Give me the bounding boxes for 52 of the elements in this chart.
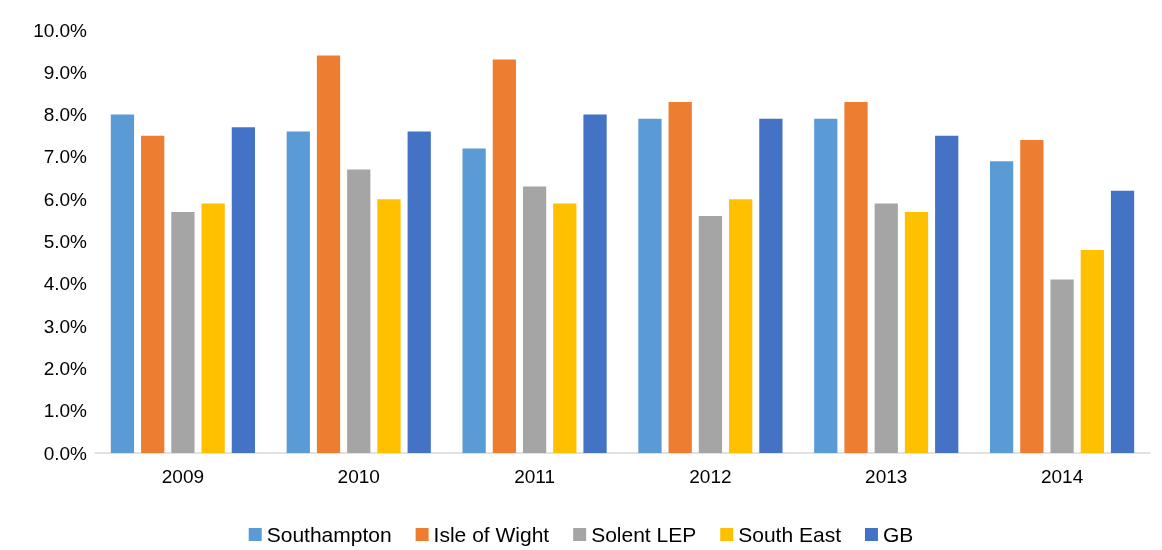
bar xyxy=(814,118,838,453)
bar xyxy=(1080,249,1104,453)
x-tick-label: 2010 xyxy=(337,466,380,487)
y-tick-label: 5.0% xyxy=(43,231,88,252)
bar xyxy=(316,55,341,453)
y-tick-label: 6.0% xyxy=(43,188,88,210)
y-tick-label: 10.0% xyxy=(33,19,88,41)
x-tick-label: 2011 xyxy=(514,466,556,487)
legend-label: Isle of Wight xyxy=(433,523,550,546)
bar xyxy=(462,148,486,453)
bar xyxy=(231,127,256,453)
bar xyxy=(201,203,225,453)
bar xyxy=(874,203,898,453)
bar xyxy=(347,169,371,453)
bar xyxy=(522,186,547,453)
y-tick-label: 1.0% xyxy=(43,400,88,422)
bar xyxy=(407,131,431,453)
bar xyxy=(583,114,607,453)
bar xyxy=(171,211,195,453)
legend-label: South East xyxy=(738,523,842,546)
bar xyxy=(1050,279,1074,453)
bar xyxy=(492,59,516,453)
bar xyxy=(110,114,135,453)
bar xyxy=(844,101,868,453)
x-tick-label: 2012 xyxy=(689,466,732,487)
x-tick-label: 2009 xyxy=(161,466,205,487)
bar xyxy=(638,118,662,453)
bar xyxy=(1110,190,1135,453)
bar xyxy=(141,135,165,453)
bar xyxy=(729,199,753,453)
bar xyxy=(935,135,959,453)
bar xyxy=(1020,139,1044,453)
y-tick-label: 0.0% xyxy=(43,442,88,464)
x-tick-label: 2014 xyxy=(1040,466,1084,487)
bar xyxy=(286,131,310,453)
y-tick-label: 9.0% xyxy=(43,61,88,83)
y-tick-label: 8.0% xyxy=(43,104,88,126)
x-tick-label: 2013 xyxy=(865,466,908,487)
bar xyxy=(759,118,783,453)
legend-label: Southampton xyxy=(266,523,392,546)
y-tick-label: 2.0% xyxy=(43,357,88,379)
legend-label: GB xyxy=(882,523,914,546)
bar xyxy=(668,101,692,453)
bar xyxy=(377,199,401,453)
bar xyxy=(989,161,1014,453)
bar xyxy=(904,211,929,453)
bar xyxy=(698,216,723,453)
legend-label: Solent LEP xyxy=(591,523,697,546)
bar xyxy=(553,203,577,453)
y-tick-label: 7.0% xyxy=(43,146,88,168)
y-tick-label: 4.0% xyxy=(43,273,88,295)
y-tick-label: 3.0% xyxy=(43,315,88,337)
